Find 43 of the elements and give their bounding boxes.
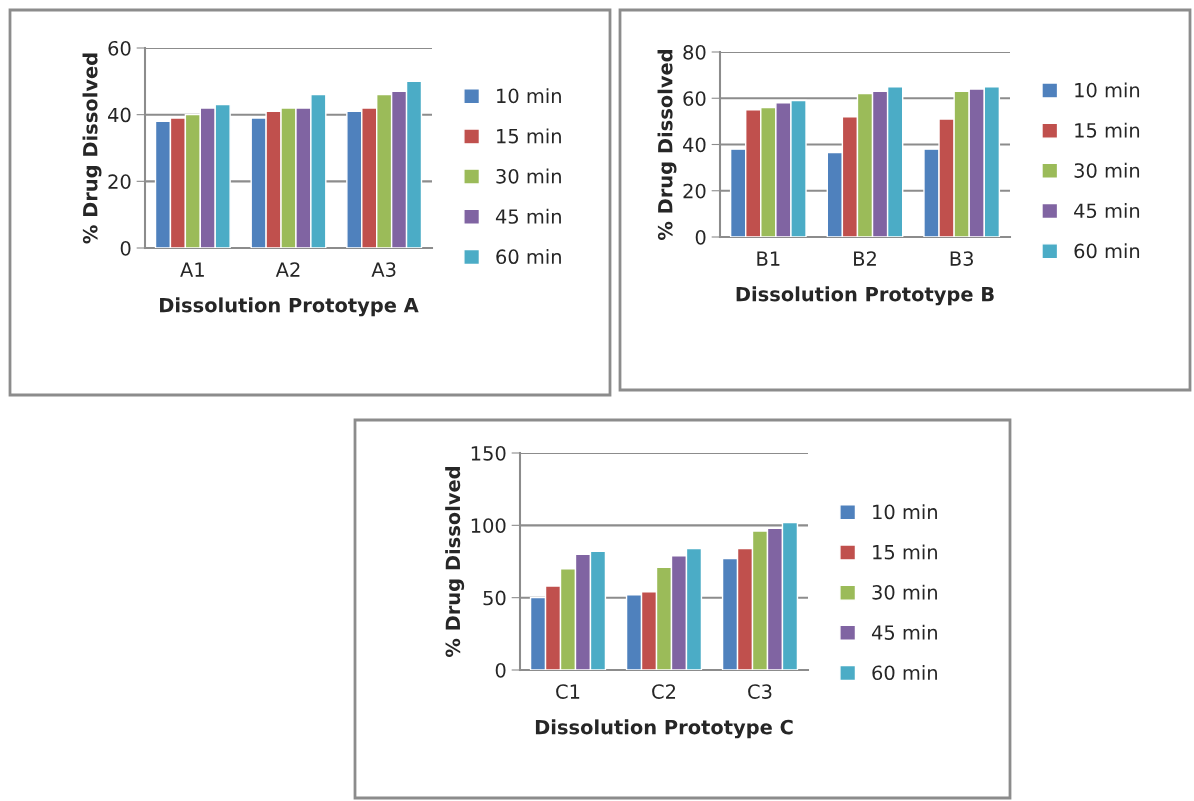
legend-label: 45 min [871, 624, 937, 640]
legend-label: 60 min [1074, 243, 1140, 259]
x-axis-title: Dissolution Prototype B [736, 286, 994, 306]
y-tick-label: 20 [108, 174, 131, 189]
y-tick-label: 100 [471, 518, 506, 533]
x-tick-label: A2 [275, 262, 300, 277]
legend-label: 15 min [1075, 122, 1140, 138]
y-tick-label: 0 [495, 662, 506, 678]
legend-label: 30 min [496, 168, 561, 184]
y-tick-label: 60 [683, 91, 706, 106]
legend-label: 15 min [497, 128, 561, 144]
legend-label: 10 min [497, 88, 561, 104]
x-tick-label: A3 [371, 262, 396, 277]
y-tick-label: 80 [683, 44, 706, 60]
legend-label: 10 min [873, 504, 937, 520]
y-tick-label: 150 [471, 445, 506, 461]
y-tick-label: 40 [683, 137, 706, 153]
y-axis-title: % Drug Dissolved [445, 467, 465, 658]
legend-label: 60 min [872, 665, 937, 681]
x-tick-label: B1 [757, 251, 780, 266]
legend-label: 15 min [873, 544, 937, 560]
y-axis-title: % Drug Dissolved [82, 53, 102, 244]
y-tick-label: 20 [683, 183, 706, 199]
y-tick-label: 40 [108, 107, 131, 123]
legend-label: 10 min [1075, 82, 1140, 98]
x-tick-label: C1 [556, 684, 580, 699]
x-tick-label: C2 [652, 684, 676, 699]
y-tick-label: 0 [695, 229, 706, 245]
x-tick-label: B2 [854, 251, 876, 266]
legend-label: 60 min [496, 249, 561, 265]
x-tick-label: B3 [950, 251, 973, 266]
y-axis-title: % Drug Dissolved [657, 50, 677, 241]
legend-label: 45 min [495, 208, 561, 224]
legend-label: 30 min [1074, 162, 1140, 178]
x-tick-label: A1 [180, 262, 204, 277]
x-tick-label: C3 [748, 684, 772, 699]
y-tick-label: 60 [108, 40, 131, 56]
y-tick-label: 0 [120, 240, 131, 256]
legend-label: 30 min [872, 584, 937, 600]
legend-label: 45 min [1074, 203, 1140, 219]
x-axis-title: Dissolution Prototype A [160, 297, 419, 317]
y-tick-label: 50 [483, 590, 506, 606]
x-axis-title: Dissolution Prototype C [535, 719, 793, 739]
